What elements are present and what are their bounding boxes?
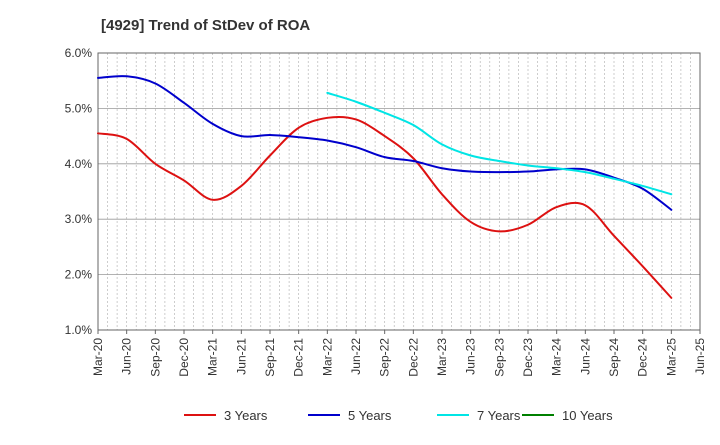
series-line-7-years: [326, 91, 673, 196]
x-tick-label: Mar-22: [320, 338, 334, 376]
x-tick-label: Sep-20: [148, 338, 162, 377]
series-lines: [97, 75, 673, 299]
y-tick-label: 2.0%: [65, 268, 93, 282]
x-tick-label: Jun-20: [120, 338, 134, 375]
x-tick-label: Dec-20: [177, 338, 191, 377]
grid-lines: [98, 52, 700, 331]
x-tick-label: Jun-22: [349, 338, 363, 375]
x-tick-label: Sep-22: [378, 338, 392, 377]
x-tick-label: Dec-24: [636, 338, 650, 377]
series-line-3-years: [97, 115, 673, 299]
x-tick-label: Jun-23: [464, 338, 478, 375]
x-tick-label: Jun-24: [578, 338, 592, 375]
x-tick-label: Dec-21: [292, 338, 306, 377]
x-tick-label: Mar-20: [91, 338, 105, 376]
y-tick-label: 4.0%: [65, 157, 93, 171]
x-tick-label: Jun-25: [693, 338, 707, 375]
x-tick-label: Dec-22: [406, 338, 420, 377]
y-tick-label: 3.0%: [65, 212, 93, 226]
x-tick-label: Dec-23: [521, 338, 535, 377]
plot-border: [97, 52, 701, 331]
y-tick-label: 5.0%: [65, 101, 93, 115]
y-tick-label: 6.0%: [65, 46, 93, 60]
x-tick-label: Sep-24: [607, 338, 621, 377]
legend-label: 10 Years: [562, 408, 613, 423]
x-tick-label: Mar-25: [664, 338, 678, 376]
x-tick-label: Sep-21: [263, 338, 277, 377]
x-tick-label: Mar-23: [435, 338, 449, 376]
legend-label: 5 Years: [348, 408, 392, 423]
x-tick-label: Mar-21: [206, 338, 220, 376]
legend: 3 Years 5 Years 7 Years 10 Years: [184, 408, 613, 423]
series-line-5-years: [97, 75, 673, 211]
legend-label: 3 Years: [224, 408, 268, 423]
legend-label: 7 Years: [477, 408, 521, 423]
chart-title: [4929] Trend of StDev of ROA: [101, 17, 310, 34]
x-tick-label: Jun-21: [234, 338, 248, 375]
y-tick-label: 1.0%: [65, 323, 93, 337]
x-tick-label: Sep-23: [492, 338, 506, 377]
x-tick-label: Mar-24: [550, 338, 564, 376]
axes: 1.0% 2.0% 3.0% 4.0% 5.0% 6.0% Mar-20 Jun-20 Sep-…: [65, 46, 707, 377]
